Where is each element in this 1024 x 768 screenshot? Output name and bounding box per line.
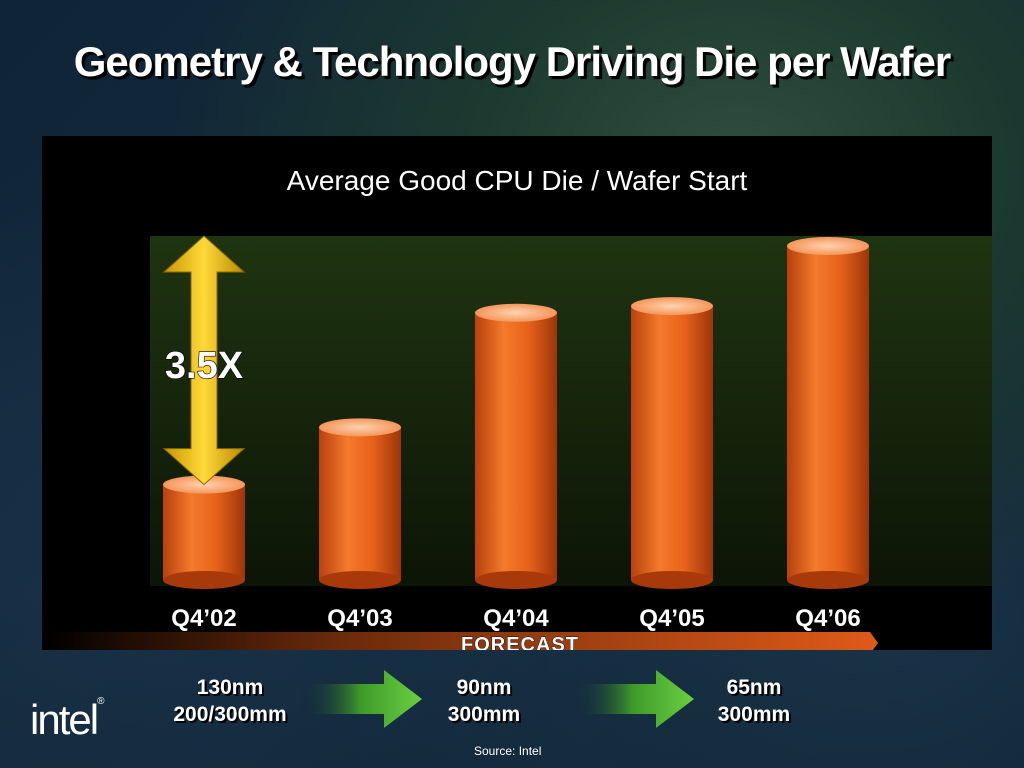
category-label: Q4’05: [639, 605, 704, 632]
source-note: Source: Intel: [474, 744, 542, 758]
bar: [475, 303, 557, 589]
forecast-band: [42, 632, 878, 650]
bar-base: [475, 571, 557, 589]
bar-cap: [475, 303, 557, 322]
bar-base: [631, 571, 713, 589]
process-node-geometry: 65nm: [726, 676, 782, 699]
chart-panel: Average Good CPU Die / Wafer Start Q4’02…: [42, 136, 992, 650]
bar-cap: [631, 297, 713, 316]
bar-cap: [787, 237, 869, 255]
process-node-wafer: 200/300mm: [173, 703, 287, 726]
bar-base: [787, 571, 869, 589]
bar: [319, 418, 401, 589]
bar: [631, 297, 713, 589]
multiplier-arrow-icon: [162, 235, 246, 486]
transition-arrow-icon: [572, 670, 694, 728]
process-node-1: 130nm 200/300mm: [160, 674, 300, 728]
process-node-2: 90nm 300mm: [414, 674, 554, 728]
process-node-wafer: 300mm: [717, 703, 791, 726]
chart-title: Average Good CPU Die / Wafer Start: [287, 165, 748, 196]
category-label: Q4’04: [483, 605, 549, 632]
process-node-3: 65nm 300mm: [684, 674, 824, 728]
bar: [163, 475, 245, 589]
category-label: Q4’02: [171, 605, 236, 632]
bar-cap: [319, 418, 401, 437]
bar-body: [631, 306, 713, 580]
category-label: Q4’03: [327, 605, 392, 632]
bar-base: [319, 571, 401, 589]
multiplier-label: 3.5X: [165, 345, 244, 387]
bar-chart: Average Good CPU Die / Wafer Start Q4’02…: [42, 165, 992, 650]
process-node-geometry: 130nm: [196, 676, 264, 699]
bar-body: [319, 427, 401, 580]
bar-body: [475, 312, 557, 580]
process-node-wafer: 300mm: [447, 703, 521, 726]
bar-body: [787, 246, 869, 580]
intel-logo: intel®: [30, 696, 105, 743]
slide-title: Geometry & Technology Driving Die per Wa…: [73, 38, 952, 85]
transition-arrow-icon: [300, 670, 422, 728]
bar: [787, 237, 869, 589]
process-node-geometry: 90nm: [456, 676, 512, 699]
forecast-label: FORECAST: [461, 634, 579, 650]
bar-base: [163, 571, 245, 589]
bar-body: [163, 484, 245, 580]
category-label: Q4’06: [795, 605, 860, 632]
